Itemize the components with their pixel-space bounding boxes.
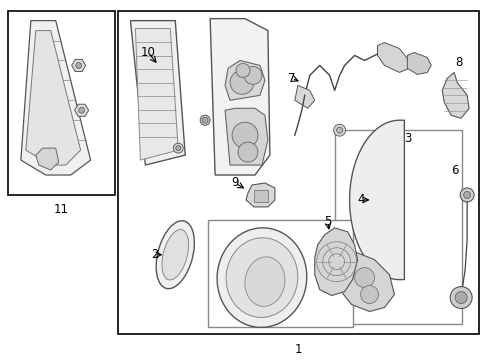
Text: 1: 1 [294,343,302,356]
Bar [208,220,352,328]
Polygon shape [75,104,88,116]
Ellipse shape [200,115,210,125]
Circle shape [76,62,81,68]
Polygon shape [314,228,357,296]
Circle shape [232,122,258,148]
Text: 6: 6 [450,163,458,176]
Text: 11: 11 [53,203,68,216]
Circle shape [79,107,84,113]
Circle shape [459,188,473,202]
Circle shape [175,146,181,150]
Text: 2: 2 [151,248,159,261]
Text: 5: 5 [324,215,331,228]
Circle shape [336,127,342,133]
Text: 8: 8 [454,56,462,69]
Circle shape [238,142,258,162]
Circle shape [463,192,469,198]
Polygon shape [441,72,468,118]
Circle shape [333,124,345,136]
Ellipse shape [156,221,194,289]
Circle shape [360,285,378,303]
Polygon shape [210,19,269,175]
Circle shape [449,287,471,309]
Circle shape [202,117,208,123]
Circle shape [454,292,466,303]
Circle shape [236,63,249,77]
Polygon shape [294,85,314,108]
Polygon shape [26,31,81,165]
Polygon shape [36,148,59,170]
Bar [334,130,461,324]
Circle shape [173,143,183,153]
Polygon shape [21,21,90,175]
Polygon shape [72,59,85,72]
Text: 7: 7 [287,72,295,85]
Polygon shape [407,53,430,75]
Ellipse shape [162,230,188,280]
Bar [118,11,478,334]
Polygon shape [224,108,267,165]
Bar [8,11,114,195]
Polygon shape [130,21,185,165]
Polygon shape [349,120,404,280]
Ellipse shape [225,238,297,318]
Polygon shape [245,183,274,207]
Ellipse shape [244,257,285,306]
Text: 3: 3 [403,132,410,145]
Bar [253,190,267,202]
Circle shape [354,268,374,288]
Text: 4: 4 [357,193,365,206]
Polygon shape [377,42,408,72]
Text: 9: 9 [231,176,238,189]
Circle shape [244,67,262,84]
Text: 10: 10 [141,46,156,59]
Circle shape [229,71,253,94]
Polygon shape [337,252,394,311]
Ellipse shape [217,228,306,327]
Polygon shape [224,60,264,100]
Polygon shape [135,28,178,160]
